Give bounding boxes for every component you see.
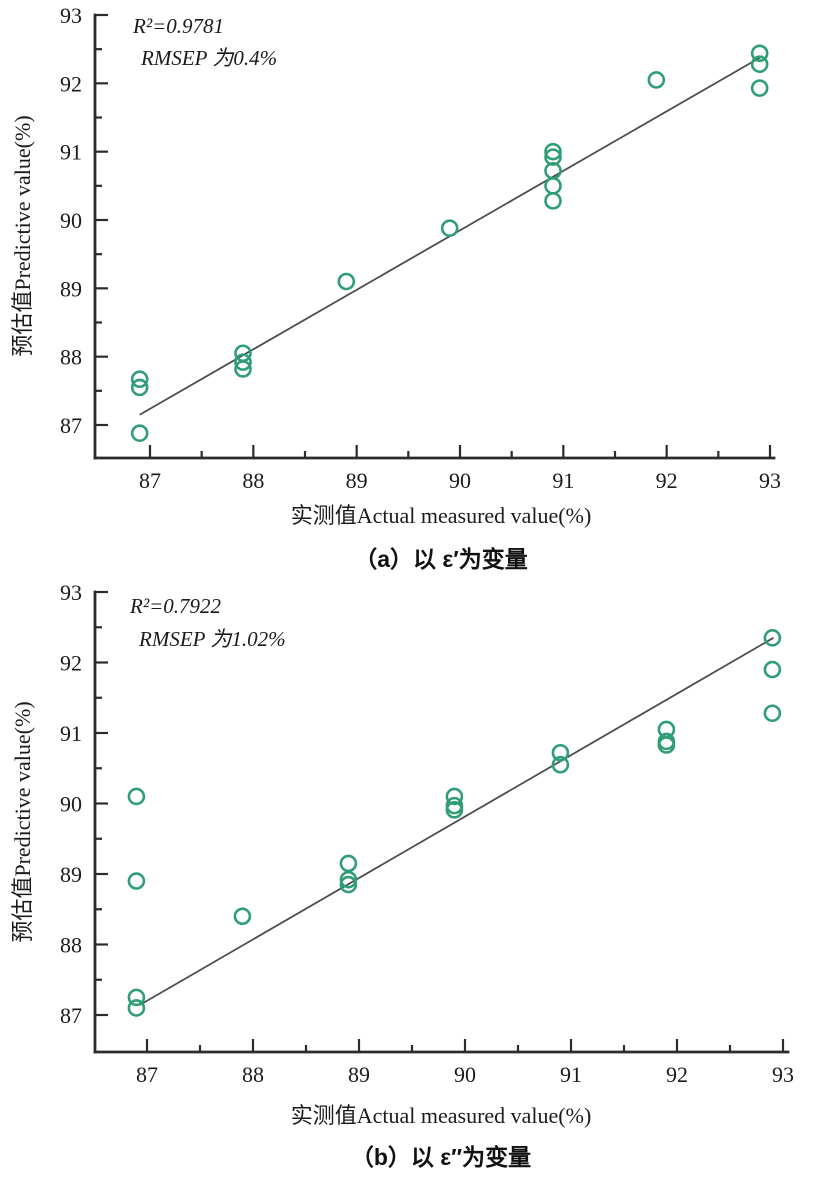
x-tick-label: 93 xyxy=(772,1062,794,1087)
data-point xyxy=(750,55,769,73)
chart-a-plot: 87 88 89 90 91 92 93 87 88 89 90 91 92 93 xyxy=(60,3,781,493)
x-tick-label: 89 xyxy=(348,1062,370,1087)
axes xyxy=(93,13,776,460)
data-point xyxy=(763,629,782,647)
data-point xyxy=(445,801,464,819)
x-tick-label: 87 xyxy=(136,1062,158,1087)
y-tick-label: 93 xyxy=(60,580,82,605)
x-tick-label: 89 xyxy=(346,468,368,493)
data-point xyxy=(763,660,782,679)
chart-b-caption: （b）以 ε″为变量 xyxy=(350,1144,532,1170)
data-points xyxy=(130,44,769,443)
data-point xyxy=(339,854,358,873)
y-tick-label: 88 xyxy=(60,933,82,958)
x-tick-label: 93 xyxy=(759,468,781,493)
data-point xyxy=(130,378,149,397)
data-point xyxy=(544,192,562,210)
data-point xyxy=(445,787,464,806)
data-point xyxy=(440,219,459,237)
data-point xyxy=(130,424,149,443)
data-point xyxy=(127,872,146,890)
y-tick-label: 87 xyxy=(60,1003,82,1028)
x-tick-label: 91 xyxy=(552,468,574,493)
x-tick-label: 88 xyxy=(242,468,264,493)
data-point xyxy=(233,907,252,926)
fit-line xyxy=(139,637,774,1006)
y-tick-label: 92 xyxy=(60,651,82,676)
data-point xyxy=(339,875,358,894)
data-point xyxy=(127,787,146,806)
y-tick-label: 90 xyxy=(60,208,82,233)
chart-a-rmsep-annotation: RMSEP 为0.4% xyxy=(141,46,278,70)
chart-a-caption: （a）以 ε′为变量 xyxy=(354,546,528,572)
x-tick-label: 91 xyxy=(560,1062,582,1087)
x-tick-label: 88 xyxy=(242,1062,264,1087)
x-tick-label: 90 xyxy=(449,468,471,493)
y-tick-label: 91 xyxy=(60,721,82,746)
axes xyxy=(93,590,790,1054)
data-point xyxy=(657,736,676,754)
x-tick-label: 87 xyxy=(139,468,161,493)
y-tick-label: 91 xyxy=(60,140,82,165)
chart-a-r2-annotation: R²=0.9781 xyxy=(133,14,225,38)
ticks xyxy=(95,13,772,458)
y-tick-label: 92 xyxy=(60,71,82,96)
y-tick-label: 88 xyxy=(60,345,82,370)
data-point xyxy=(127,988,146,1007)
data-point xyxy=(339,870,358,889)
x-tick-label: 92 xyxy=(666,1062,688,1087)
y-tick-label: 87 xyxy=(60,413,82,438)
data-point xyxy=(647,71,666,89)
y-tick-label: 89 xyxy=(60,862,82,887)
data-point xyxy=(750,44,769,63)
y-tick-label: 89 xyxy=(60,276,82,301)
data-point xyxy=(544,177,562,195)
data-point xyxy=(337,272,356,291)
ticks xyxy=(95,590,785,1052)
chart-b-r2-annotation: R²=0.7922 xyxy=(130,594,222,618)
chart-a-x-axis-label: 实测值Actual measured value(%) xyxy=(290,503,592,528)
chart-b-rmsep-annotation: RMSEP 为1.02% xyxy=(139,627,286,651)
data-point xyxy=(234,360,252,378)
data-points xyxy=(127,629,782,1017)
x-tick-label: 92 xyxy=(656,468,678,493)
y-tick-label: 93 xyxy=(60,3,82,28)
data-point xyxy=(130,370,149,389)
data-point xyxy=(551,755,570,774)
data-point xyxy=(127,999,146,1017)
data-point xyxy=(234,353,252,371)
chart-b-x-axis-label: 实测值Actual measured value(%) xyxy=(290,1103,592,1128)
y-tick-label: 90 xyxy=(60,792,82,817)
x-tick-label: 90 xyxy=(454,1062,476,1087)
data-point xyxy=(544,148,562,166)
data-point xyxy=(750,79,769,97)
data-point xyxy=(551,743,570,762)
chart-b-plot: 87 88 89 90 91 92 93 87 88 89 90 91 92 93 xyxy=(60,580,794,1087)
data-point xyxy=(544,142,562,161)
data-point xyxy=(763,704,782,723)
